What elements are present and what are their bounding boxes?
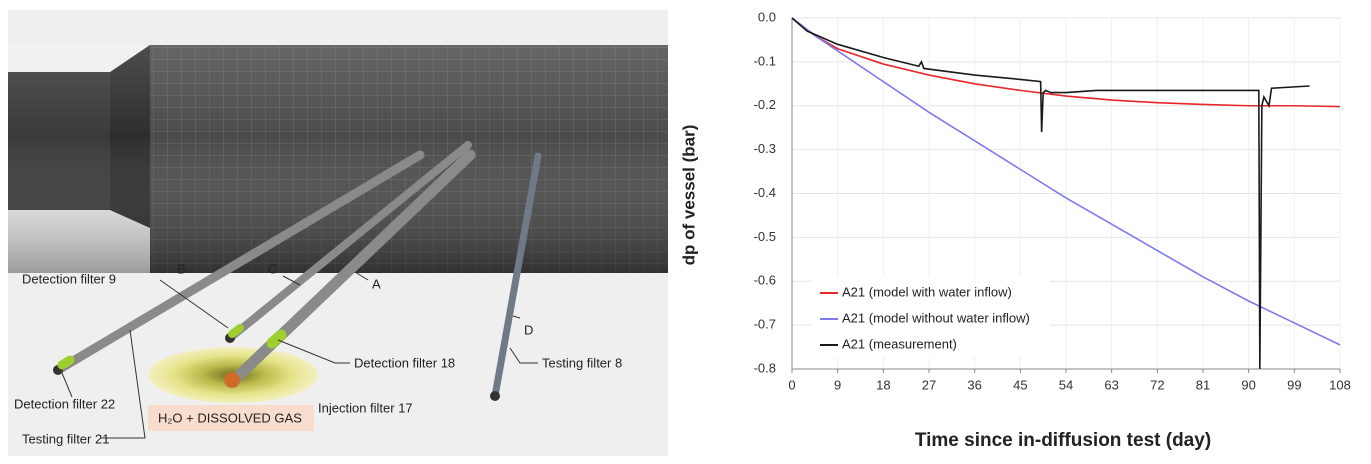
x-tick-label: 90 xyxy=(1241,377,1255,392)
leader-lines xyxy=(61,271,538,439)
legend-label: A21 (model with water inflow) xyxy=(842,284,1012,299)
x-tick-label: 81 xyxy=(1196,377,1210,392)
x-tick-label: 0 xyxy=(788,377,795,392)
x-tick-label: 27 xyxy=(922,377,936,392)
y-tick-label: 0.0 xyxy=(758,9,776,24)
x-tick-label: 108 xyxy=(1329,377,1351,392)
tunnel-shade xyxy=(8,45,668,273)
series-line xyxy=(791,17,1341,346)
boreholes xyxy=(53,141,542,401)
y-tick-label: -0.4 xyxy=(754,185,776,200)
y-tick-label: -0.5 xyxy=(754,229,776,244)
series-line xyxy=(791,17,1310,370)
label: Injection filter 17 xyxy=(318,400,413,415)
label: Detection filter 9 xyxy=(22,271,116,286)
label: Testing filter 21 xyxy=(22,431,109,446)
label: Detection filter 22 xyxy=(14,396,115,411)
x-tick-label: 36 xyxy=(967,377,981,392)
y-tick-label: -0.7 xyxy=(754,317,776,332)
y-tick-label: -0.2 xyxy=(754,97,776,112)
x-tick-label: 99 xyxy=(1287,377,1301,392)
y-tick-label: -0.6 xyxy=(754,273,776,288)
legend-label: A21 (model without water inflow) xyxy=(842,310,1030,325)
x-tick-label: 18 xyxy=(876,377,890,392)
legend-box xyxy=(812,277,1050,357)
y-axis-title: dp of vessel (bar) xyxy=(679,125,698,266)
label: C xyxy=(268,261,277,276)
label: H₂O + DISSOLVED GAS xyxy=(158,410,302,425)
x-tick-label: 72 xyxy=(1150,377,1164,392)
y-tick-label: -0.1 xyxy=(754,53,776,68)
y-tick-label: -0.3 xyxy=(754,141,776,156)
x-tick-label: 9 xyxy=(834,377,841,392)
illustration: Detection filter 9 B C A D Detection fil… xyxy=(8,10,668,456)
label: Detection filter 18 xyxy=(354,355,455,370)
x-axis-title: Time since in-diffusion test (day) xyxy=(915,430,1211,451)
legend-label: A21 (measurement) xyxy=(842,336,957,351)
y-tick-label: -0.8 xyxy=(754,360,776,375)
label: Testing filter 8 xyxy=(542,355,622,370)
label: D xyxy=(524,322,533,337)
x-tick-label: 63 xyxy=(1104,377,1118,392)
label: B xyxy=(177,261,186,276)
label: A xyxy=(372,276,381,291)
x-tick-label: 45 xyxy=(1013,377,1027,392)
x-tick-label: 54 xyxy=(1059,377,1073,392)
chart: Time since in-diffusion test (day) dp of… xyxy=(679,9,1350,451)
gas-label-bg xyxy=(148,405,314,431)
